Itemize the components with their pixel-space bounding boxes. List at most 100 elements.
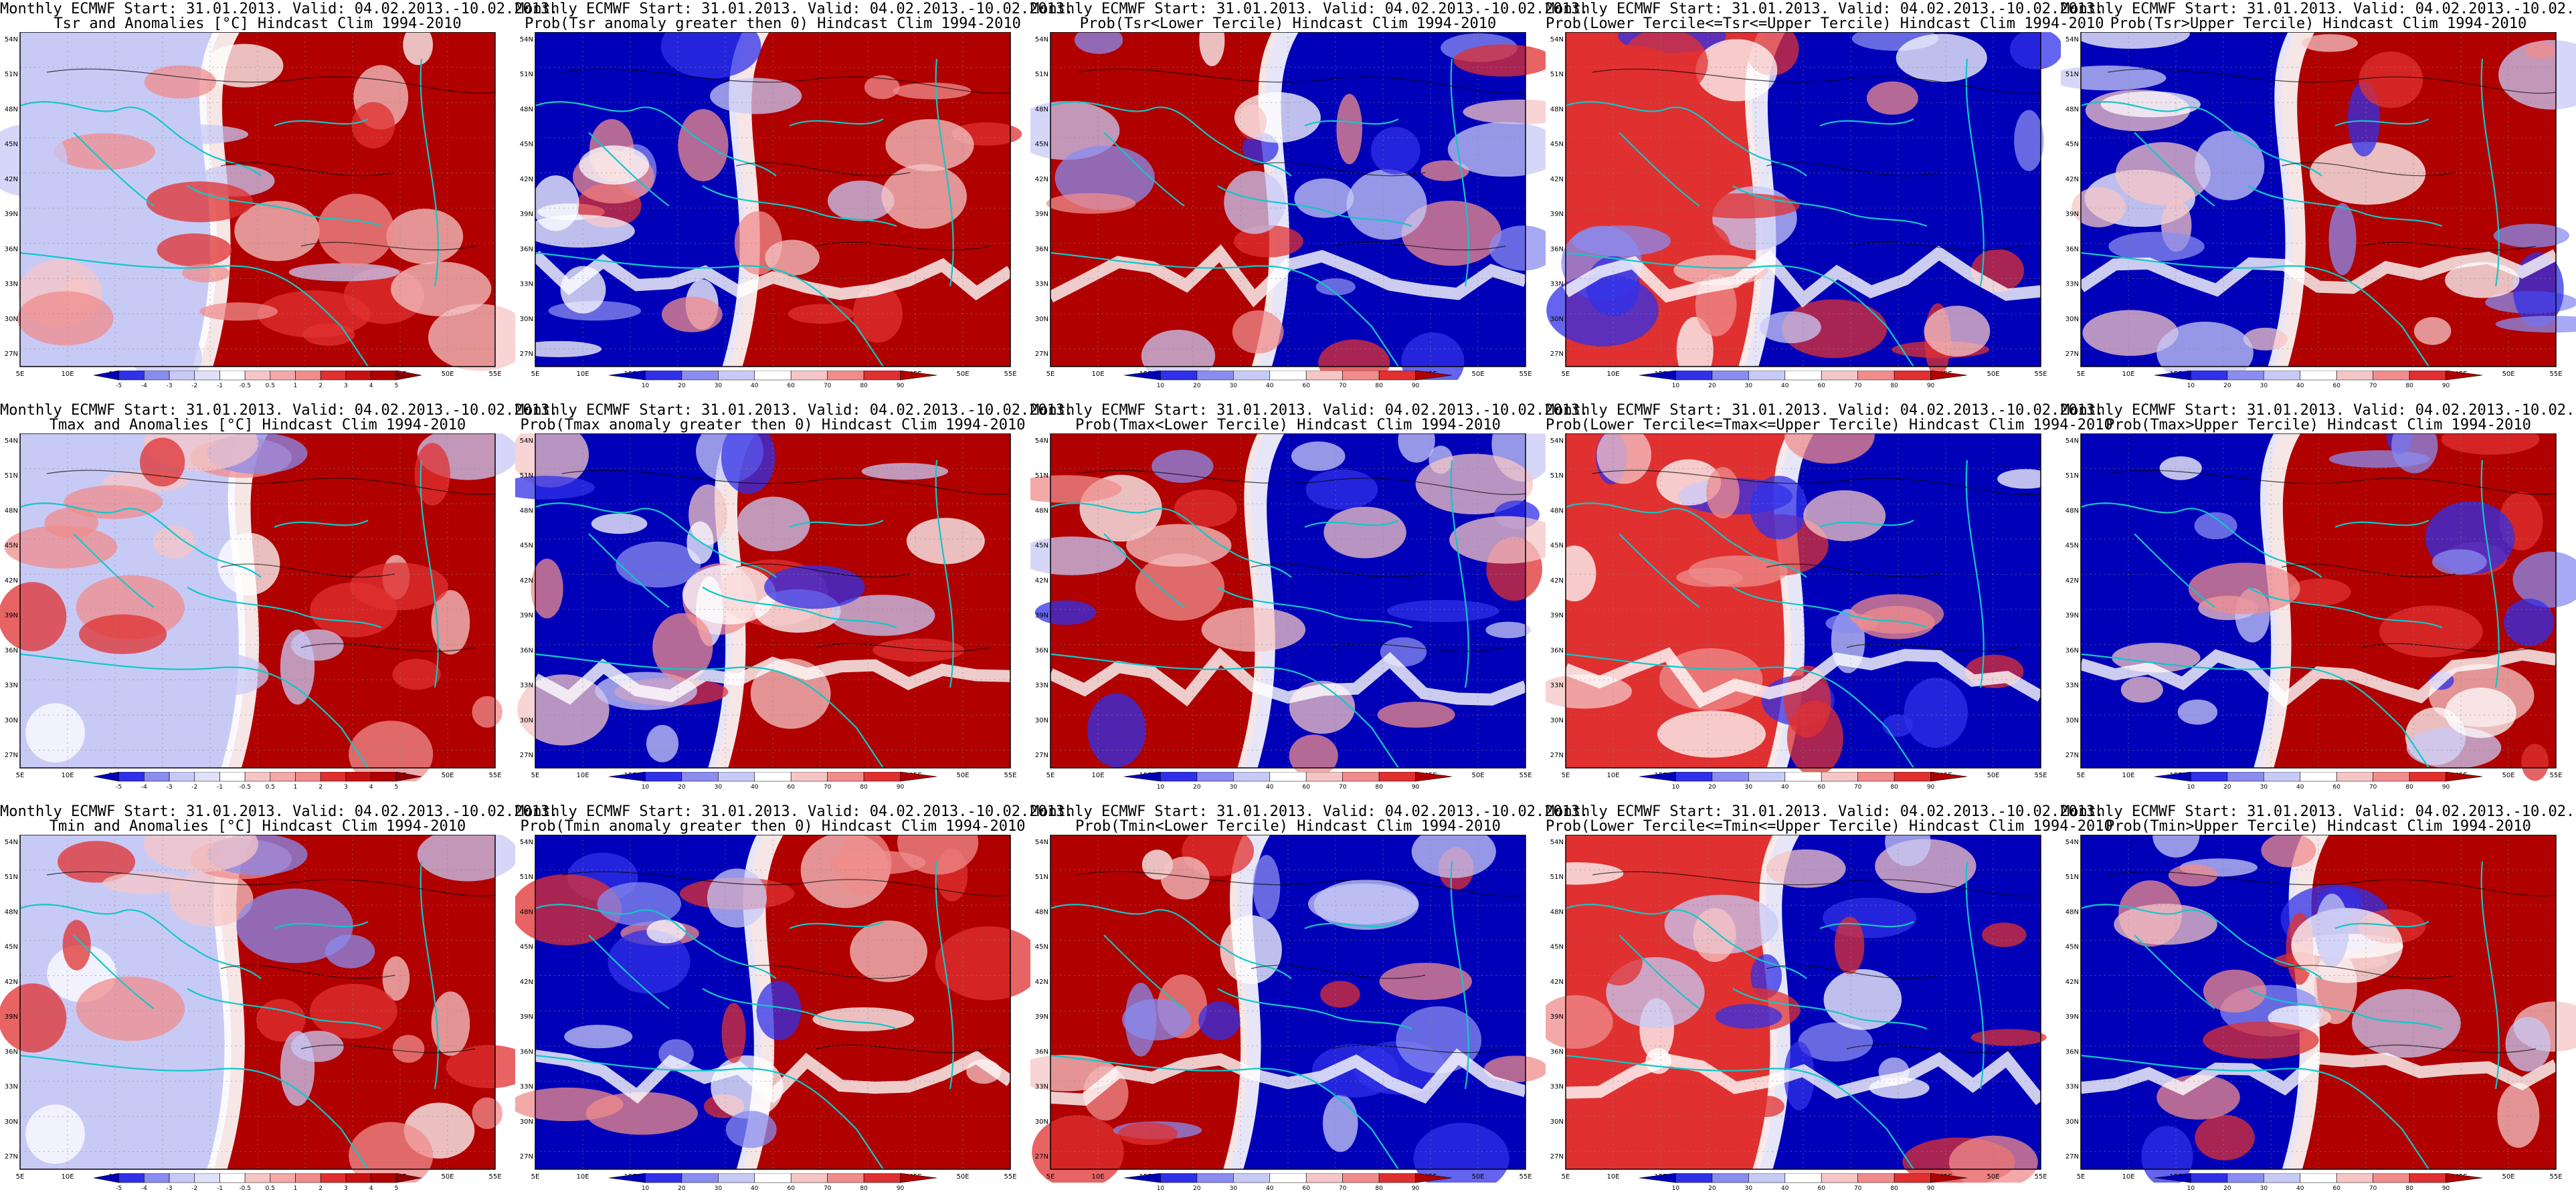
lat-tick-label: 54N <box>1550 437 1564 445</box>
colorbar: 10 20 30 40 60 70 80 90 <box>1123 772 1453 791</box>
lat-tick-label: 48N <box>1035 507 1048 514</box>
colorbar-label: 40 <box>2296 784 2304 791</box>
colorbar: 10 20 30 40 60 70 80 90 <box>2154 1173 2483 1192</box>
lon-tick-label: 10E <box>576 772 589 779</box>
colorbar-swatch <box>2409 1173 2446 1183</box>
colorbar-swatch <box>863 1173 901 1183</box>
panel-subtitle: Prob(Lower Tercile<=Tmin<=Upper Tercile)… <box>1546 818 2113 835</box>
contour-layer <box>46 68 496 251</box>
forecast-panel: Monthly ECMWF Start: 31.01.2013. Valid: … <box>1030 0 1588 401</box>
coastline-layer <box>1050 861 1469 1170</box>
colorbar-label: 30 <box>1230 784 1238 791</box>
contour-layer <box>1077 470 1526 652</box>
colorbar-swatch <box>1639 1173 1676 1183</box>
forecast-panel: Monthly ECMWF Start: 31.01.2013. Valid: … <box>515 0 1074 401</box>
colorbar-label: 70 <box>1854 383 1862 389</box>
colorbar-swatch <box>371 772 397 782</box>
colorbar-label: 60 <box>787 383 795 389</box>
colorbar-swatch <box>2154 772 2191 782</box>
colorbar-label: 40 <box>751 784 759 791</box>
lat-tick-label: 48N <box>520 106 533 113</box>
contour-layer <box>46 871 496 1054</box>
colorbar-swatch <box>1160 1173 1198 1183</box>
colorbar-swatch <box>270 371 296 381</box>
forecast-panel: Monthly ECMWF Start: 31.01.2013. Valid: … <box>1546 803 2113 1204</box>
lat-tick-label: 36N <box>1550 245 1564 253</box>
lat-tick-label: 54N <box>1035 36 1048 43</box>
field-layer <box>0 32 515 380</box>
colorbar-label: 80 <box>1890 1185 1898 1192</box>
colorbar: -5 -4 -3 -2 -1 -0.5 0.5 1 2 3 4 5 <box>93 772 422 791</box>
colorbar-label: 60 <box>1817 1185 1825 1192</box>
coastline-layer <box>535 460 954 769</box>
colorbar-label: 80 <box>2405 1185 2413 1192</box>
forecast-panel: Monthly ECMWF Start: 31.01.2013. Valid: … <box>2061 803 2576 1204</box>
colorbar-label: 10 <box>2187 383 2195 389</box>
forecast-panel: Monthly ECMWF Start: 31.01.2013. Valid: … <box>2061 401 2576 803</box>
colorbar-label: 20 <box>1193 1185 1201 1192</box>
colorbar-swatch <box>2373 371 2410 381</box>
colorbar-swatch <box>1415 772 1453 782</box>
colorbar-label: 10 <box>1672 784 1680 791</box>
lat-tick-label: 39N <box>520 211 533 218</box>
colorbar-label: 60 <box>1817 784 1825 791</box>
map-plot: 54N51N48N45N42N39N36N33N30N27N5E10E15E20… <box>2065 433 2576 781</box>
colorbar-label: 20 <box>1708 383 1716 389</box>
coastline-layer <box>1565 58 1985 367</box>
panel-title: Monthly ECMWF Start: 31.01.2013. Valid: … <box>1030 803 1589 820</box>
forecast-panel: Monthly ECMWF Start: 31.01.2013. Valid: … <box>1030 803 1589 1204</box>
colorbar-swatch <box>1930 1173 1968 1183</box>
colorbar-label: -2 <box>191 1185 197 1192</box>
panel-title: Monthly ECMWF Start: 31.01.2013. Valid: … <box>2061 402 2576 419</box>
forecast-panel: Monthly ECMWF Start: 31.01.2013. Valid: … <box>0 0 558 401</box>
field-layer <box>0 433 515 781</box>
colorbar-swatch <box>1821 772 1858 782</box>
colorbar-label: 20 <box>2223 784 2231 791</box>
lat-tick-label: 33N <box>520 682 533 690</box>
lat-tick-label: 27N <box>1550 1153 1564 1161</box>
colorbar-label: 40 <box>751 383 759 389</box>
colorbar-label: 40 <box>1781 1185 1789 1192</box>
lat-tick-label: 36N <box>5 1048 18 1056</box>
map-frame <box>535 433 1011 769</box>
lon-tick-label: 10E <box>61 772 74 779</box>
colorbar-swatch <box>2446 772 2483 782</box>
colorbar: 10 20 30 40 60 70 80 90 <box>608 371 937 389</box>
lat-tick-label: 30N <box>1550 316 1564 323</box>
colorbar-label: 70 <box>1339 383 1347 389</box>
panel-subtitle: Prob(Lower Tercile<=Tsr<=Upper Tercile) … <box>1546 15 2104 32</box>
colorbar-swatch <box>2336 371 2373 381</box>
lat-tick-label: 39N <box>2065 211 2079 218</box>
contour-layer <box>1592 470 2041 652</box>
lat-tick-label: 51N <box>520 472 533 480</box>
lat-tick-label: 42N <box>520 577 533 585</box>
panel-title: Monthly ECMWF Start: 31.01.2013. Valid: … <box>2061 1 2576 17</box>
colorbar-label: 20 <box>678 1185 686 1192</box>
colorbar: 10 20 30 40 60 70 80 90 <box>608 1173 937 1192</box>
lat-tick-label: 48N <box>1550 106 1564 113</box>
lat-tick-label: 36N <box>1550 647 1564 654</box>
colorbar-label: 3 <box>344 784 348 791</box>
colorbar-label: 20 <box>2223 383 2231 389</box>
panel-subtitle: Tmax and Anomalies [°C] Hindcast Clim 19… <box>49 417 466 433</box>
colorbar-swatch <box>754 371 792 381</box>
colorbar-label: 90 <box>1927 383 1935 389</box>
lon-tick-label: 55E <box>488 1173 501 1181</box>
lat-tick-label: 45N <box>520 141 533 148</box>
colorbar-swatch <box>118 371 145 381</box>
lat-tick-label: 42N <box>5 176 18 183</box>
colorbar-label: 60 <box>1302 784 1310 791</box>
lon-tick-label: 55E <box>1004 371 1016 378</box>
coastline-layer <box>1050 58 1469 367</box>
colorbar-swatch <box>194 371 220 381</box>
panel-title: Monthly ECMWF Start: 31.01.2013. Valid: … <box>515 1 1074 17</box>
lon-tick-label: 50E <box>2502 371 2514 378</box>
lon-tick-label: 10E <box>61 1173 74 1181</box>
colorbar-swatch <box>1639 371 1676 381</box>
colorbar-label: 30 <box>715 1185 723 1192</box>
lat-tick-label: 45N <box>2065 944 2079 951</box>
panel-title: Monthly ECMWF Start: 31.01.2013. Valid: … <box>2061 803 2576 820</box>
panel-title: Monthly ECMWF Start: 31.01.2013. Valid: … <box>515 402 1074 419</box>
lat-tick-label: 30N <box>520 316 533 323</box>
